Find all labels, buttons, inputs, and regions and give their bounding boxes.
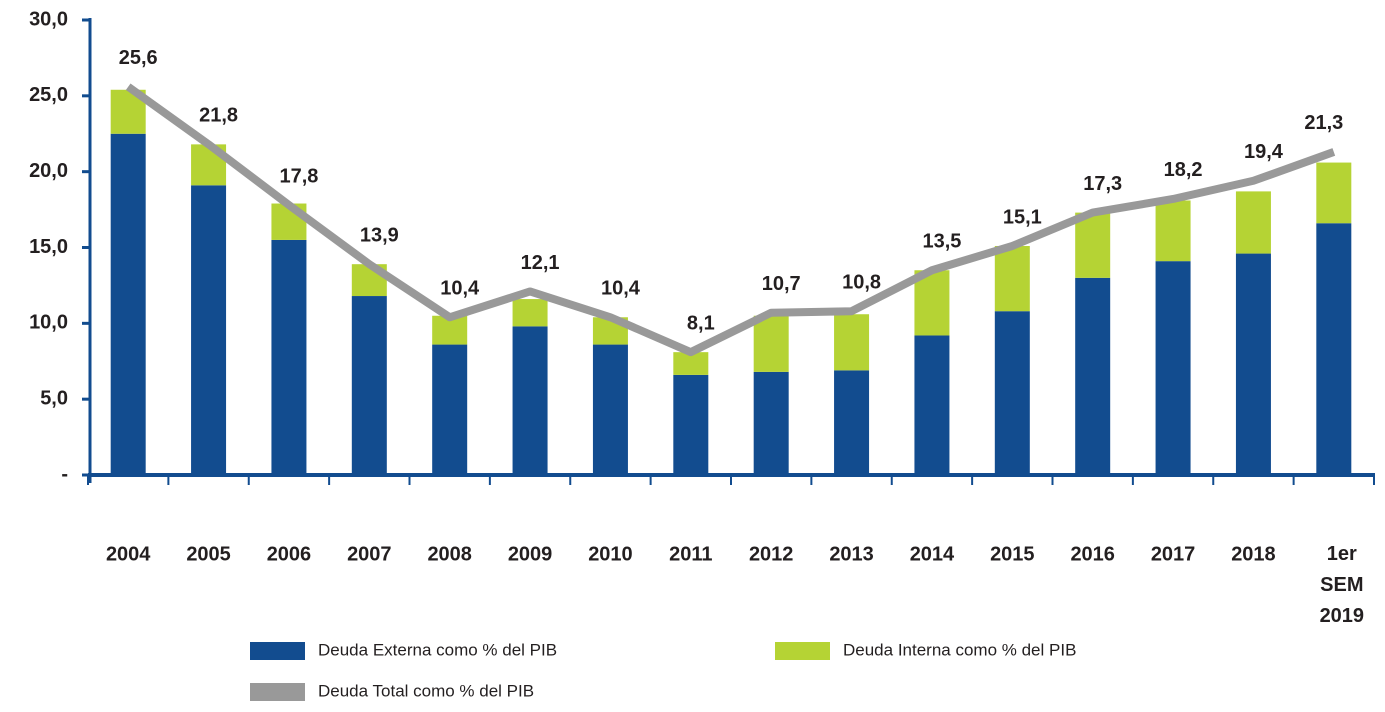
y-tick-label: - [61, 463, 68, 485]
data-label: 13,9 [360, 224, 399, 246]
data-label: 10,4 [601, 278, 641, 300]
x-tick-label: 2018 [1231, 543, 1276, 565]
x-tick-label: 2014 [910, 543, 955, 565]
x-tick-label: 2006 [267, 543, 312, 565]
x-tick-label: 2013 [829, 543, 874, 565]
x-tick-label: 2008 [427, 543, 472, 565]
x-tick-label: 2017 [1151, 543, 1196, 565]
bar-segment [1155, 200, 1191, 262]
y-tick-label: 30,0 [29, 8, 68, 30]
data-label: 25,6 [119, 47, 158, 69]
data-label: 10,7 [762, 273, 801, 295]
y-tick-label: 20,0 [29, 160, 68, 182]
total-line [125, 83, 1336, 357]
legend-label: Deuda Total como % del PIB [318, 681, 534, 700]
legend-label: Deuda Externa como % del PIB [318, 640, 557, 659]
x-tick-label: 2009 [508, 543, 553, 565]
y-tick-label: 10,0 [29, 312, 68, 334]
legend-label: Deuda Interna como % del PIB [843, 640, 1076, 659]
data-label: 18,2 [1164, 159, 1203, 181]
bar-segment [914, 270, 950, 336]
bar-segment [673, 374, 709, 475]
bar-segment [994, 311, 1030, 475]
bar-segment [1075, 212, 1111, 278]
legend-swatch [250, 642, 305, 660]
bar-segment [1235, 253, 1271, 475]
y-tick-label: 15,0 [29, 236, 68, 258]
x-tick-label: 2011 [669, 543, 712, 565]
bar-segment [432, 344, 468, 475]
data-label: 12,1 [521, 252, 560, 274]
bar-segment [1316, 162, 1352, 224]
data-label: 21,8 [199, 105, 238, 127]
data-label: 10,4 [440, 278, 480, 300]
x-tick-label: 2007 [347, 543, 392, 565]
legend-swatch [250, 683, 305, 701]
bar-segment [512, 299, 548, 327]
bar-segment [191, 185, 227, 476]
bar-segment [753, 315, 789, 372]
data-label: 19,4 [1244, 141, 1284, 163]
bar-segment [271, 239, 307, 475]
x-tick-label: 2005 [186, 543, 231, 565]
x-tick-label: 1er SEM 2019 [1320, 543, 1365, 627]
data-label: 17,8 [279, 165, 318, 187]
data-label: 17,3 [1083, 173, 1122, 195]
y-tick-label: 5,0 [40, 387, 68, 409]
bar-segment [914, 335, 950, 475]
y-tick-label: 25,0 [29, 84, 68, 106]
bar-segment [753, 371, 789, 475]
data-label: 21,3 [1304, 112, 1343, 134]
bar-segment [592, 344, 628, 475]
bar-segment [834, 370, 870, 475]
legend-swatch [775, 642, 830, 660]
bar-segment [110, 133, 146, 475]
bar-segment [512, 326, 548, 475]
data-label: 13,5 [922, 231, 961, 253]
bar-segment [1155, 261, 1191, 475]
bar-segment [994, 245, 1030, 312]
x-tick-label: 2004 [106, 543, 151, 565]
x-tick-label: 2016 [1070, 543, 1115, 565]
x-tick-label: 2012 [749, 543, 794, 565]
data-label: 15,1 [1003, 206, 1042, 228]
bar-segment [351, 296, 387, 475]
data-label: 8,1 [687, 312, 715, 334]
bar-segment [673, 352, 709, 375]
bar-segment [1235, 191, 1271, 254]
x-tick-label: 2015 [990, 543, 1035, 565]
bar-segment [834, 314, 870, 371]
bar-segment [1075, 277, 1111, 475]
data-label: 10,8 [842, 271, 881, 293]
bar-segment [1316, 223, 1352, 475]
x-tick-label: 2010 [588, 543, 633, 565]
